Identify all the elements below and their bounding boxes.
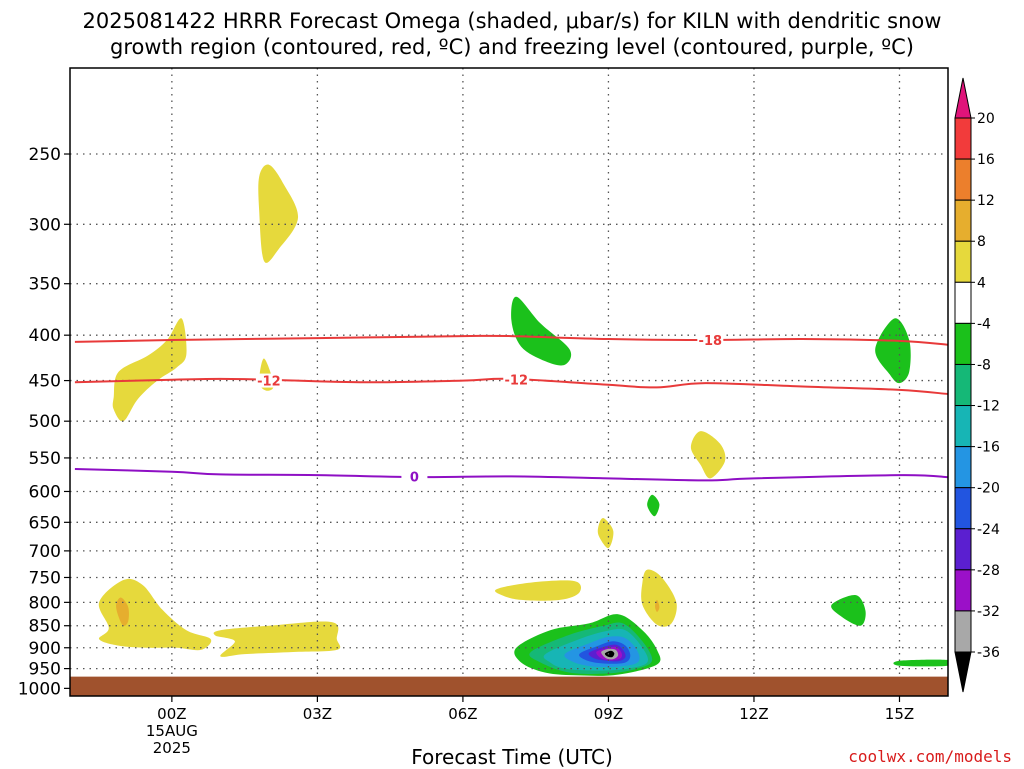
- title-line-2: growth region (contoured, red, ºC) and f…: [110, 35, 914, 59]
- colorbar-label-5: -4: [977, 316, 991, 332]
- omega-region-1: [112, 318, 187, 422]
- omega-region-0: [258, 164, 299, 263]
- x-tick-label-03Z: 03Z: [303, 705, 332, 723]
- colorbar-label-3: 8: [977, 234, 986, 250]
- omega-region-15: [893, 659, 948, 667]
- x-tick-label-00Z: 00Z: [157, 705, 186, 723]
- colorbar-bin-6: [954, 363, 972, 407]
- y-tick-label-850: 850: [29, 617, 61, 637]
- colorbar-label-1: 16: [977, 152, 995, 168]
- omega-region-24: [604, 650, 615, 658]
- y-tick-label-800: 800: [29, 593, 61, 613]
- x-tick-label-15Z: 15Z: [885, 705, 914, 723]
- omega-region-3: [98, 578, 212, 651]
- source-credit[interactable]: coolwx.com/models: [848, 747, 1012, 766]
- colorbar-bin-2: [954, 199, 972, 242]
- y-tick-label-300: 300: [29, 215, 61, 235]
- colorbar-label-4: 4: [977, 275, 986, 291]
- omega-region-11: [511, 296, 572, 366]
- x-axis-label: Forecast Time (UTC): [411, 745, 613, 769]
- omega-region-10: [597, 517, 614, 549]
- ground-surface: [70, 676, 948, 696]
- y-tick-label-400: 400: [29, 326, 61, 346]
- colorbar-label-10: -24: [977, 522, 1000, 538]
- y-tick-label-550: 550: [29, 449, 61, 469]
- x-tick-label-12Z: 12Z: [739, 705, 768, 723]
- omega-region-12: [875, 318, 911, 384]
- y-tick-label-350: 350: [29, 275, 61, 295]
- plot-content: -18 -12 -12 0: [70, 68, 948, 696]
- plot-border: [69, 67, 949, 697]
- y-tick-label-950: 950: [29, 660, 61, 680]
- x-tick-label-06Z: 06Z: [448, 705, 477, 723]
- colorbar-bin-12: [954, 610, 972, 653]
- colorbar-label-0: 20: [977, 111, 995, 127]
- omega-region-6: [495, 580, 582, 601]
- x-tick-sublabel-1: 2025: [153, 739, 191, 757]
- omega-region-9: [690, 431, 726, 479]
- colorbar-bin-8: [954, 446, 972, 489]
- title-line-1: 2025081422 HRRR Forecast Omega (shaded, …: [82, 9, 942, 33]
- colorbar-label-2: 12: [977, 193, 995, 209]
- omega-region-7: [641, 569, 677, 627]
- colorbar-bin-4: [954, 281, 972, 324]
- y-tick-label-450: 450: [29, 372, 61, 392]
- colorbar-bin-5: [954, 322, 972, 365]
- contour-label--18-0: -18: [699, 334, 723, 349]
- y-tick-label-700: 700: [29, 542, 61, 562]
- colorbar-label-9: -20: [977, 481, 1000, 497]
- colorbar-bin-10: [954, 528, 972, 571]
- omega-region-5: [213, 621, 341, 657]
- y-tick-label-600: 600: [29, 482, 61, 502]
- contour-label-0-0: 0: [410, 470, 419, 485]
- omega-region-13: [647, 494, 660, 517]
- colorbar-bin-0: [954, 117, 972, 160]
- contour-label--12-0: -12: [257, 375, 281, 390]
- contour-line--18: [74, 334, 948, 346]
- y-tick-label-750: 750: [29, 568, 61, 588]
- colorbar-label-13: -36: [977, 645, 1000, 661]
- y-tick-label-250: 250: [29, 145, 61, 165]
- contour-label--12-1: -12: [505, 374, 529, 389]
- x-tick-sublabel-0: 15AUG: [146, 722, 198, 740]
- chart-title: 2025081422 HRRR Forecast Omega (shaded, …: [0, 8, 1024, 60]
- colorbar-label-7: -12: [977, 399, 1000, 415]
- colorbar-label-6: -8: [977, 357, 991, 373]
- y-tick-label-900: 900: [29, 639, 61, 659]
- y-tick-label-650: 650: [29, 513, 61, 533]
- y-tick-label-1000: 1000: [18, 679, 61, 699]
- omega-region-4: [116, 597, 129, 626]
- colorbar-label-8: -16: [977, 440, 1000, 456]
- x-tick-label-09Z: 09Z: [594, 705, 623, 723]
- contour-line-0: [74, 468, 948, 482]
- colorbar-bin-11: [954, 569, 972, 612]
- colorbar-bin-9: [954, 487, 972, 530]
- colorbar-bottom-arrow: [954, 651, 972, 693]
- y-tick-label-500: 500: [29, 412, 61, 432]
- colorbar-bin-1: [954, 158, 972, 201]
- colorbar: 20 16 12 8 4 -4 -8 -12 -16 -20 -24 -28 -32 -36: [954, 77, 1000, 693]
- colorbar-label-12: -32: [977, 604, 1000, 620]
- colorbar-label-11: -28: [977, 563, 1000, 579]
- colorbar-bin-7: [954, 405, 972, 448]
- colorbar-bin-3: [954, 240, 972, 283]
- colorbar-top-arrow: [954, 77, 972, 119]
